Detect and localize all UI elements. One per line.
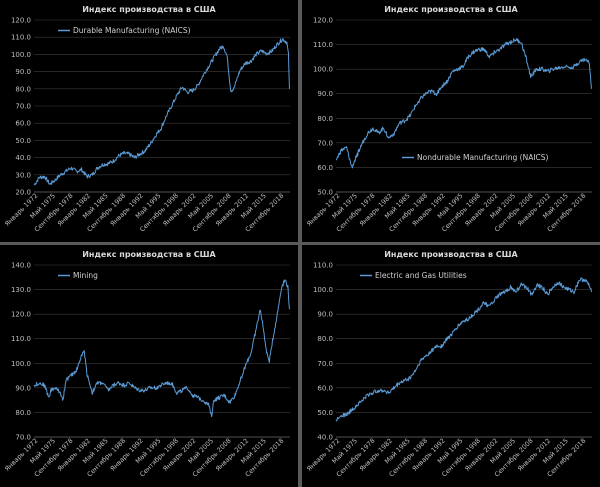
chart-svg: Индекс производства в США 50.0 60.0 70.0 80.… — [305, 5, 592, 234]
y-tick-label: 50.0 — [317, 409, 333, 417]
series-line — [33, 38, 290, 186]
y-tick-label: 70.0 — [15, 103, 31, 111]
y-tick-label: 130.0 — [11, 286, 31, 294]
legend-label: Mining — [73, 271, 98, 280]
legend-label: Durable Manufacturing (NAICS) — [73, 26, 191, 35]
chart-mining: Индекс производства в США 70.0 80.0 90.0 100… — [0, 245, 298, 487]
legend-label: Electric and Gas Utilities — [375, 271, 467, 280]
y-tick-label: 110.0 — [11, 335, 31, 343]
y-tick-label: 60.0 — [317, 164, 333, 172]
y-tick-label: 90.0 — [317, 90, 333, 98]
y-tick-label: 60.0 — [15, 120, 31, 128]
y-tick-label: 80.0 — [15, 85, 31, 93]
series-line — [33, 279, 290, 418]
chart-svg: Индекс производства в США 20.0 30.0 40.0 50.… — [3, 5, 290, 234]
chart-electric-gas-utilities: Индекс производства в США 40.0 50.0 60.0 70.… — [302, 245, 600, 487]
y-tick-label: 70.0 — [317, 360, 333, 368]
chart-svg: Индекс производства в США 40.0 50.0 60.0 70.… — [305, 250, 592, 479]
y-tick-label: 50.0 — [317, 189, 333, 197]
y-tick-label: 30.0 — [15, 171, 31, 179]
y-tick-label: 80.0 — [317, 335, 333, 343]
y-tick-label: 140.0 — [11, 262, 31, 270]
y-tick-label: 20.0 — [15, 189, 31, 197]
y-tick-label: 120.0 — [313, 17, 333, 25]
y-tick-label: 120.0 — [11, 17, 31, 25]
y-tick-label: 110.0 — [313, 262, 333, 270]
y-tick-label: 40.0 — [317, 434, 333, 442]
y-tick-label: 90.0 — [15, 384, 31, 392]
y-tick-label: 110.0 — [11, 34, 31, 42]
y-tick-label: 100.0 — [11, 360, 31, 368]
y-tick-label: 70.0 — [317, 139, 333, 147]
y-tick-label: 100.0 — [313, 66, 333, 74]
y-tick-label: 70.0 — [15, 434, 31, 442]
chart-durable-manufacturing: Индекс производства в США 20.0 30.0 40.0 50.… — [0, 0, 298, 242]
y-tick-label: 80.0 — [317, 115, 333, 123]
y-tick-label: 60.0 — [317, 384, 333, 392]
legend-label: Nondurable Manufacturing (NAICS) — [417, 153, 549, 162]
series-line — [335, 37, 592, 169]
chart-title: Индекс производства в США — [82, 5, 216, 14]
y-tick-label: 100.0 — [313, 286, 333, 294]
chart-title: Индекс производства в США — [384, 250, 518, 259]
series-line — [335, 277, 592, 422]
chart-nondurable-manufacturing: Индекс производства в США 50.0 60.0 70.0 80.… — [302, 0, 600, 242]
chart-title: Индекс производства в США — [384, 5, 518, 14]
y-tick-label: 90.0 — [317, 311, 333, 319]
y-tick-label: 120.0 — [11, 311, 31, 319]
y-tick-label: 40.0 — [15, 154, 31, 162]
y-tick-label: 50.0 — [15, 137, 31, 145]
y-tick-label: 110.0 — [313, 41, 333, 49]
chart-svg: Индекс производства в США 70.0 80.0 90.0 100… — [3, 250, 290, 479]
chart-title: Индекс производства в США — [82, 250, 216, 259]
y-tick-label: 90.0 — [15, 68, 31, 76]
y-tick-label: 80.0 — [15, 409, 31, 417]
y-tick-label: 100.0 — [11, 51, 31, 59]
